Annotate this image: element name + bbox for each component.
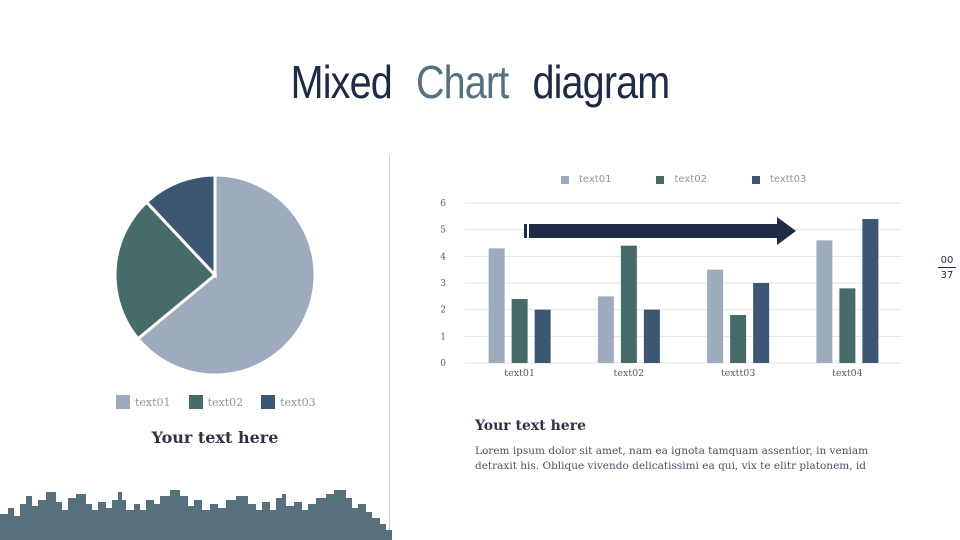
y-tick-label: 1: [440, 332, 446, 342]
bar-legend-label-1: text01: [579, 174, 612, 185]
bar-legend-swatch-3: [751, 175, 760, 184]
x-tick-label: text04: [832, 368, 863, 379]
bar-text02-text04: [839, 288, 856, 363]
pie-slice-1: [135, 173, 317, 377]
y-tick-label: 2: [440, 306, 446, 316]
bar-textt03-text02: [643, 309, 660, 363]
pie-legend-item-1: text01: [116, 395, 171, 409]
bar-text02-text02: [620, 245, 637, 363]
bar-text02-textt03: [730, 315, 747, 363]
bar-legend-item-1: text01: [561, 174, 611, 185]
x-tick-label: textt03: [721, 368, 756, 379]
pie-legend: text01 text02 text03: [116, 395, 334, 409]
bar-textt03-text04: [862, 219, 879, 363]
page-total: 37: [940, 270, 954, 281]
bar-text01-textt03: [707, 269, 724, 363]
x-tick-label: text01: [504, 368, 535, 379]
title-word-2: Chart: [415, 56, 509, 108]
bar-text01-text04: [816, 240, 833, 363]
bar-chart: 0 1 2 3 4 5 6 text01 text02 textt03 text04: [440, 199, 902, 379]
pie-legend-label-3: text03: [280, 395, 316, 409]
y-tick-label: 5: [440, 226, 446, 236]
page-counter: 00 37: [938, 255, 956, 281]
page-current: 00: [938, 255, 956, 268]
bar-legend: text01 text02 textt03: [561, 174, 851, 185]
pie-legend-label-1: text01: [135, 395, 171, 409]
legend-swatch-green: [188, 395, 203, 409]
bar-text02-text01: [511, 299, 528, 363]
right-body: Lorem ipsum dolor sit amet, nam ea ignot…: [475, 445, 869, 472]
legend-swatch-navy: [261, 395, 276, 409]
y-tick-label: 6: [440, 199, 446, 209]
arrow-decoration: [524, 217, 796, 245]
pie-slice-2: [113, 199, 218, 341]
pie-slice-3: [144, 173, 217, 279]
bar-legend-swatch-2: [656, 175, 665, 184]
bar-legend-label-2: text02: [674, 174, 707, 185]
bar-textt03-text01: [534, 309, 551, 363]
bar-text01-text02: [597, 296, 614, 363]
bar-legend-label-3: textt03: [769, 174, 807, 185]
legend-swatch-light: [116, 395, 130, 409]
title-word-1: Mixed: [290, 56, 393, 108]
bar-legend-item-2: text02: [656, 174, 707, 185]
bar-legend-swatch-1: [561, 175, 569, 184]
page-title: Mixed Chart diagram: [67, 55, 893, 109]
vertical-divider: [389, 155, 390, 540]
city-skyline-decoration: [0, 490, 392, 540]
right-title: Your text here: [475, 418, 586, 434]
pie-chart: [113, 173, 317, 377]
y-tick-label: 0: [440, 359, 446, 369]
y-tick-label: 4: [440, 252, 446, 262]
title-word-3: diagram: [532, 56, 670, 108]
pie-legend-item-3: text03: [261, 395, 316, 409]
pie-legend-label-2: text02: [207, 395, 244, 409]
bar-legend-item-3: textt03: [751, 174, 807, 185]
bar-text01-text01: [488, 248, 505, 363]
pie-legend-item-2: text02: [188, 395, 244, 409]
y-tick-label: 3: [440, 279, 446, 289]
bar-textt03-textt03: [753, 283, 770, 363]
left-caption: Your text here: [151, 428, 279, 447]
x-tick-label: text02: [614, 368, 645, 379]
